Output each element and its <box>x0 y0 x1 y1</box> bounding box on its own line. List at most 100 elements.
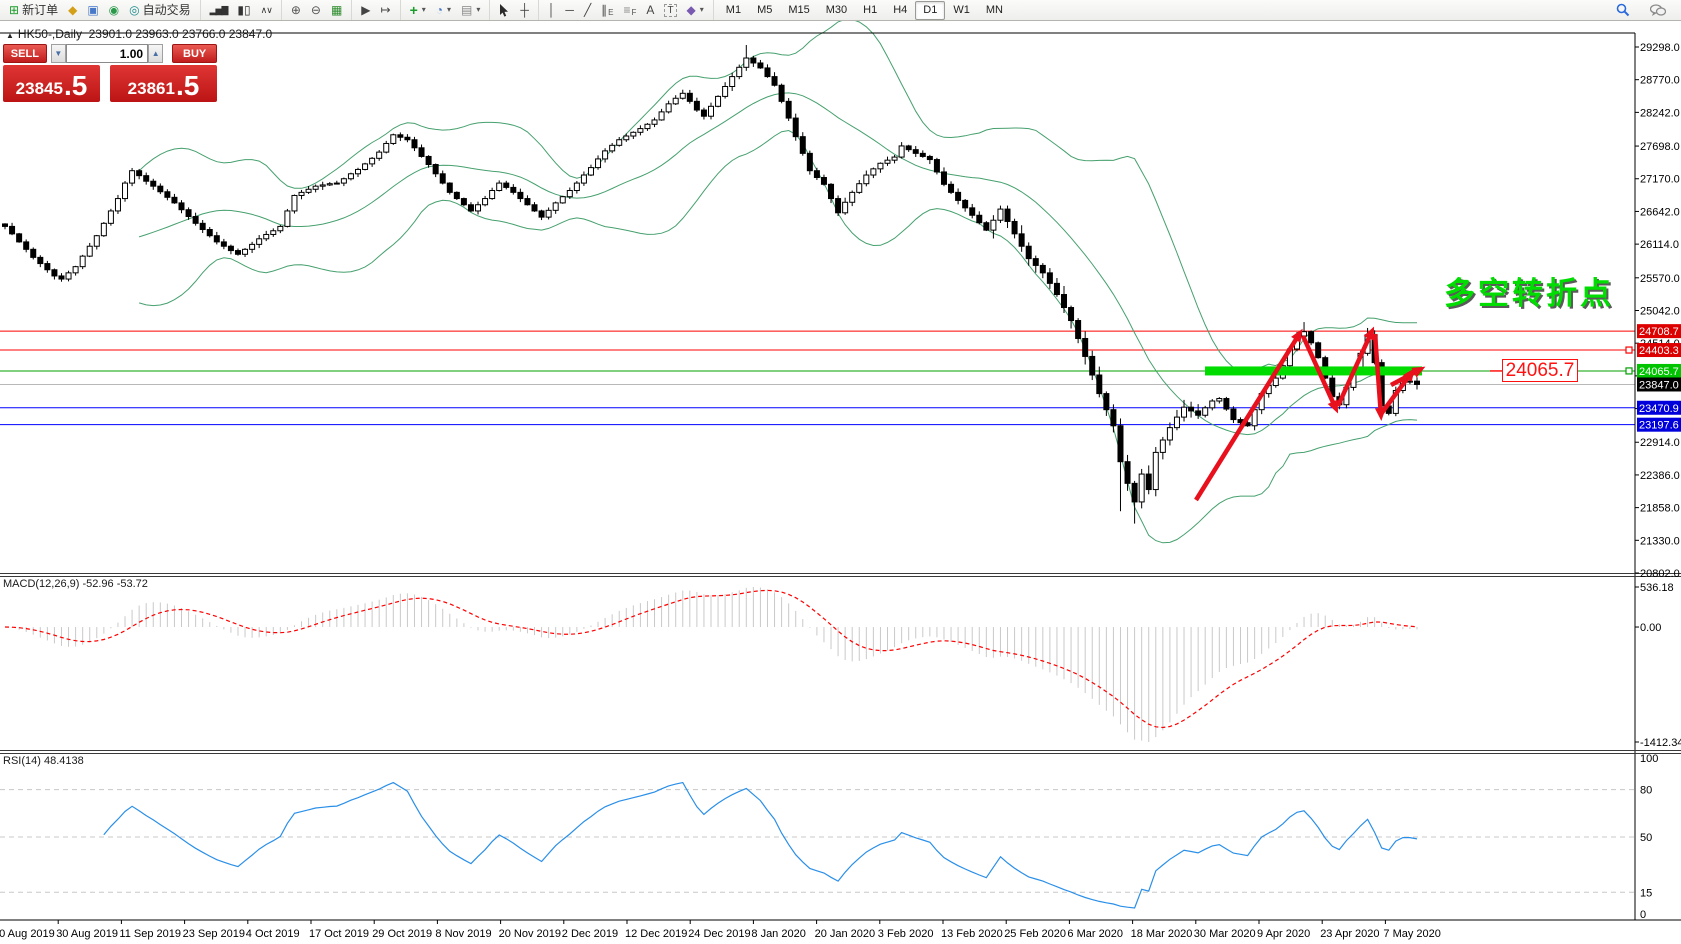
candle-bearish <box>524 198 531 206</box>
candle-bearish <box>969 207 976 216</box>
zigzag-arrow-line <box>1379 375 1411 416</box>
crosshair-button[interactable]: ┼ <box>515 1 534 19</box>
timeframe-button-mn[interactable]: MN <box>985 3 1003 16</box>
auto-scroll-button[interactable]: ▶ <box>356 1 375 19</box>
candle-bullish <box>898 145 905 158</box>
toolbar-group: ⊞ 新订单 ◆ ▣ ◉ ◎ 自动交易 <box>0 0 200 20</box>
equidistant-channel-button[interactable]: ∥ E <box>596 1 618 19</box>
chart-canvas[interactable]: 29298.0 28770.0 28242.0 27698.0 27170.0 26642… <box>0 21 1681 944</box>
volume-up-button[interactable]: ▲ <box>148 44 164 63</box>
macd-axis-label: 0.00 <box>1640 622 1661 634</box>
candle-bullish <box>1181 406 1188 418</box>
axis-price-label: 29298.0 <box>1640 42 1680 54</box>
candle-bearish <box>538 210 545 218</box>
arrows-button[interactable]: ◆ ▾ <box>682 1 709 19</box>
date-label: 3 Feb 2020 <box>878 928 934 940</box>
dropdown-arrow-icon[interactable]: ▾ <box>476 5 481 14</box>
candle-bearish <box>1188 406 1195 412</box>
zoom-in-button[interactable]: ⊕ <box>286 1 306 19</box>
timeframe-button-m30[interactable]: M30 <box>825 3 848 16</box>
horizontal-line-button[interactable]: ─ <box>560 1 579 19</box>
timeframe-button-h1[interactable]: H1 <box>863 3 878 16</box>
autotrading-button[interactable]: ◎ 自动交易 <box>124 1 196 19</box>
vertical-line-button[interactable]: │ <box>543 1 561 19</box>
text-button[interactable]: A <box>641 1 659 19</box>
volume-input[interactable] <box>66 44 149 63</box>
indicators-button[interactable]: + ▾ <box>405 1 431 19</box>
templates-button[interactable]: ▤ ▾ <box>456 1 485 19</box>
candle-bearish <box>2 223 8 227</box>
text-label-button[interactable]: T <box>659 1 681 19</box>
dropdown-arrow-icon[interactable]: ▾ <box>447 5 452 14</box>
chat-icon <box>1650 3 1666 16</box>
candle-bullish <box>1152 451 1159 491</box>
timeframe-button-w1[interactable]: W1 <box>953 3 970 16</box>
sell-button[interactable]: SELL <box>3 44 47 63</box>
candle-bearish <box>1096 374 1103 395</box>
candle-bearish <box>164 191 171 198</box>
candle-bullish <box>672 97 679 105</box>
chat-button[interactable] <box>1645 1 1671 19</box>
candle-chart-button[interactable]: ▮▯ <box>232 1 255 19</box>
candle-bearish <box>962 199 969 209</box>
dropdown-arrow-icon[interactable]: ▾ <box>421 5 426 14</box>
date-label: 8 Jan 2020 <box>751 928 805 940</box>
timeframe-button-d1[interactable]: D1 <box>915 0 946 20</box>
symbol-ohlc: 23901.0 23963.0 23766.0 23847.0 <box>88 27 273 41</box>
candle-bullish <box>644 123 651 130</box>
candle-bearish <box>192 216 199 224</box>
cursor-button[interactable] <box>494 1 515 19</box>
volume-down-button[interactable]: ▼ <box>50 44 67 63</box>
candles <box>2 45 1420 524</box>
timeframe-button-m5[interactable]: M5 <box>757 3 773 16</box>
pane-borders <box>0 32 1681 921</box>
signals-button[interactable]: ◉ <box>104 1 124 19</box>
buy-button[interactable]: BUY <box>172 44 217 63</box>
candle-bearish <box>1103 393 1110 411</box>
price-line-label: 24403.3 <box>1639 345 1679 357</box>
dropdown-arrow-icon[interactable]: ▾ <box>699 5 704 14</box>
buy-price-main: 23861 <box>127 79 175 98</box>
candle-bearish <box>178 202 185 211</box>
trendline-button[interactable]: ╱ <box>579 1 596 19</box>
toolbar-group: ┼ <box>489 0 538 20</box>
candle-bullish <box>679 92 686 99</box>
new-order-button[interactable]: ⊞ 新订单 <box>4 1 63 19</box>
collapse-triangle-icon[interactable]: ▲ <box>6 31 14 40</box>
signals-icon: ◉ <box>108 3 120 17</box>
zoom-in-icon: ⊕ <box>290 3 301 17</box>
tile-windows-button[interactable]: ▦ <box>326 1 347 19</box>
candle-bullish <box>743 57 750 68</box>
date-label: 8 Nov 2019 <box>435 928 491 940</box>
fibonacci-icon: ≡ <box>623 3 631 17</box>
line-handle[interactable] <box>1625 367 1633 375</box>
buy-price-panel[interactable]: 23861 .5 <box>110 65 217 102</box>
new-order-button-label: 新订单 <box>22 3 59 17</box>
timeframe-button-m15[interactable]: M15 <box>788 3 810 16</box>
zigzag-arrow-line <box>1300 335 1336 405</box>
search-button[interactable] <box>1611 1 1635 19</box>
zoom-out-button[interactable]: ⊖ <box>306 1 326 19</box>
metaeditor-button[interactable]: ◆ <box>63 1 82 19</box>
timeframe-button-h4[interactable]: H4 <box>893 3 908 16</box>
line-handle[interactable] <box>1625 346 1633 354</box>
candle-bullish <box>362 163 369 170</box>
candle-bearish <box>820 177 827 185</box>
candle-chart-icon: ▮▯ <box>237 3 251 17</box>
bollinger-lower <box>138 129 1418 544</box>
candle-bullish <box>72 266 79 274</box>
chart-shift-button[interactable]: ↦ <box>376 1 396 19</box>
sell-price-panel[interactable]: 23845 .5 <box>3 65 100 102</box>
periods-button[interactable]: ◔ ▾ <box>431 1 456 19</box>
line-chart-button[interactable]: ∧∨ <box>256 1 277 19</box>
fibonacci-button[interactable]: ≡ F <box>619 1 642 19</box>
timeframe-button-m1[interactable]: M1 <box>725 3 742 16</box>
candle-bearish <box>686 92 693 102</box>
date-label: 20 Jan 2020 <box>815 928 876 940</box>
bar-chart-button[interactable]: ▂▅▇ <box>205 1 233 19</box>
symbol-name: HK50-,Daily <box>17 27 82 41</box>
candle-bearish <box>213 235 220 243</box>
candle-bearish <box>460 198 467 206</box>
candle-bullish <box>1301 331 1308 337</box>
terminal-button[interactable]: ▣ <box>82 1 103 19</box>
